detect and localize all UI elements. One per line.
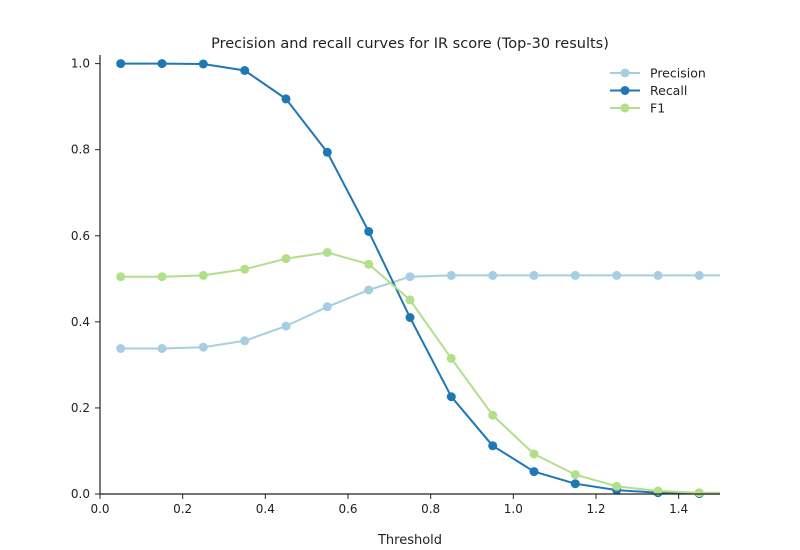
series-precision — [116, 270, 720, 353]
data-point-recall — [281, 94, 291, 104]
data-point-recall — [364, 227, 374, 236]
data-point-f1 — [322, 248, 332, 257]
data-point-precision — [446, 270, 456, 280]
legend-item-recall: Recall — [610, 83, 687, 98]
legend-marker-recall — [620, 86, 630, 95]
chart-title: Precision and recall curves for IR score… — [211, 36, 609, 52]
data-point-f1 — [694, 488, 704, 498]
data-point-precision — [488, 270, 498, 280]
legend-item-precision: Precision — [610, 66, 706, 81]
y-axis-ticks: 0.0 0.2 0.4 0.6 0.8 1.0 — [71, 57, 100, 501]
data-point-precision — [612, 270, 622, 280]
data-point-precision — [116, 344, 126, 353]
data-point-f1 — [157, 272, 167, 282]
series-line-recall — [120, 62, 720, 495]
data-point-recall — [322, 147, 332, 157]
y-tick-label: 0.4 — [71, 315, 90, 329]
x-tick-label: 0.2 — [173, 502, 192, 516]
legend-label-precision: Precision — [650, 66, 706, 81]
legend-label-recall: Recall — [650, 83, 687, 98]
x-axis-label: Threshold — [377, 533, 442, 548]
data-point-f1 — [281, 254, 291, 264]
legend-marker-precision — [620, 68, 630, 78]
data-point-precision — [322, 302, 332, 312]
data-point-precision — [570, 270, 580, 280]
x-tick-label: 1.4 — [669, 502, 688, 516]
data-point-precision — [529, 270, 539, 280]
data-point-precision — [198, 342, 208, 352]
data-point-precision — [405, 272, 415, 282]
x-axis-ticks: 0.0 0.2 0.4 0.6 0.8 1.0 1.2 1.4 — [90, 494, 688, 516]
data-point-precision — [157, 344, 167, 353]
x-tick-label: 0.4 — [256, 502, 275, 516]
legend: Precision Recall F1 — [610, 66, 706, 116]
data-point-recall — [446, 392, 456, 402]
x-tick-label: 0.0 — [90, 502, 109, 516]
series-line-precision — [120, 274, 720, 350]
data-point-recall — [116, 59, 126, 69]
data-point-recall — [240, 66, 250, 75]
x-tick-label: 0.6 — [338, 502, 357, 516]
data-point-recall — [529, 467, 539, 477]
x-tick-label: 0.8 — [421, 502, 440, 516]
data-point-f1 — [446, 353, 456, 363]
data-point-precision — [240, 336, 250, 346]
data-point-f1 — [405, 295, 415, 305]
data-point-recall — [157, 59, 167, 69]
data-point-precision — [653, 270, 663, 280]
data-point-precision — [694, 270, 704, 280]
x-tick-label: 1.2 — [586, 502, 605, 516]
series-line-f1 — [120, 251, 720, 494]
series-recall — [116, 59, 720, 499]
legend-marker-f1 — [620, 103, 630, 113]
y-tick-label: 0.0 — [71, 487, 90, 501]
data-point-recall — [488, 441, 498, 451]
data-point-f1 — [529, 449, 539, 459]
data-point-precision — [364, 285, 374, 295]
data-point-recall — [405, 313, 415, 322]
data-point-recall — [198, 59, 208, 69]
y-tick-label: 0.6 — [71, 229, 90, 243]
x-tick-label: 1.0 — [504, 502, 523, 516]
data-point-f1 — [488, 410, 498, 420]
legend-label-f1: F1 — [650, 101, 665, 116]
data-point-recall — [570, 479, 580, 489]
plot-area — [116, 59, 720, 499]
data-point-f1 — [116, 272, 126, 282]
data-point-f1 — [240, 264, 250, 274]
data-point-f1 — [198, 270, 208, 280]
data-point-f1 — [364, 259, 374, 269]
data-point-f1 — [570, 470, 580, 480]
data-point-f1 — [653, 486, 663, 496]
series-f1 — [116, 248, 720, 498]
y-tick-label: 0.2 — [71, 401, 90, 415]
y-tick-label: 1.0 — [71, 57, 90, 71]
y-tick-label: 0.8 — [71, 143, 90, 157]
legend-item-f1: F1 — [610, 101, 665, 116]
data-point-precision — [281, 321, 291, 331]
data-point-f1 — [612, 481, 622, 491]
